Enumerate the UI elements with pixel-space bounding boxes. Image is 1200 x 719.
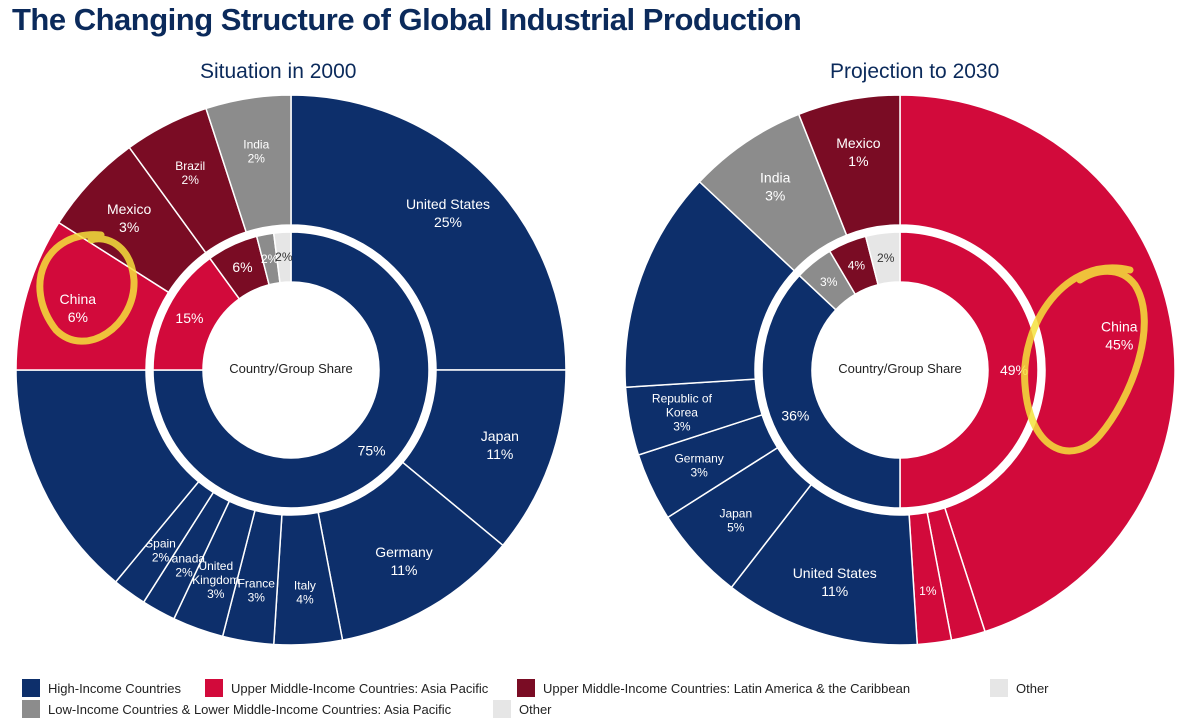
outer-label-china-name: China [1101,318,1138,334]
outer-slice-china [899,94,1176,633]
legend-swatch [22,700,40,718]
outer-label-ump-ap-value: 1% [919,584,937,598]
outer-label-spain-value: 2% [152,551,170,565]
legend-item-ump-asia-pacific: Upper Middle-Income Countries: Asia Paci… [205,679,488,697]
inner-label-other-value: 2% [877,251,895,265]
outer-label-republic-of-korea-value: 3% [673,420,691,434]
outer-label-brazil-value: 2% [182,173,200,187]
inner-label-low-value: 3% [820,275,838,289]
outer-label-france-value: 3% [248,590,266,604]
inner-label-other-value: 2% [275,250,293,264]
legend-swatch [990,679,1008,697]
outer-label-china-value: 6% [68,309,88,325]
outer-label-japan-value: 5% [727,520,745,534]
legend-swatch [493,700,511,718]
outer-label-brazil-name: Brazil [175,159,205,173]
outer-slice-mexico [797,94,901,237]
center-label: Country/Group Share [229,361,353,376]
outer-label-germany-name: Germany [375,544,433,560]
outer-label-japan-value: 11% [486,446,513,462]
legend-item-other-2: Other [493,700,552,718]
legend-item-other: Other [990,679,1049,697]
outer-label-united-states-name: United States [406,196,490,212]
outer-label-china-name: China [60,291,97,307]
outer-label-germany-name: Germany [674,452,723,466]
donut-hole [204,283,378,457]
inner-label-high-value: 75% [358,443,386,459]
outer-label-germany-value: 3% [690,466,708,480]
outer-label-france-name: France [238,576,276,590]
outer-label-republic-of-korea-name: Republic of [652,392,713,406]
inner-slice-group-other [272,231,292,284]
legend-item-high-income: High-Income Countries [22,679,181,697]
center-label: Country/Group Share [838,361,962,376]
outer-slice-group-high [624,180,796,389]
outer-label-united-states-value: 11% [821,583,848,599]
donut-hole [813,283,987,457]
legend-item-ump-latin-america: Upper Middle-Income Countries: Latin Ame… [517,679,910,697]
outer-label-italy-name: Italy [294,579,316,593]
panel-title-2000: Situation in 2000 [200,60,357,83]
outer-label-italy-value: 4% [296,593,314,607]
outer-label-japan-name: Japan [719,506,752,520]
inner-slice-group-high [761,274,901,509]
legend: High-Income Countries Upper Middle-Incom… [0,672,1200,719]
panel-title-2030: Projection to 2030 [830,60,1000,83]
outer-slice-group-high [15,369,200,583]
legend-label: Other [1016,680,1049,696]
outer-label-japan-name: Japan [481,428,519,444]
outer-slice-united-states [290,94,567,371]
outer-label-mexico-value: 3% [119,219,139,235]
inner-label-ump-ap-value: 49% [1000,362,1028,378]
outer-label-united-states-value: 25% [434,214,462,230]
legend-label: Other [519,701,552,717]
legend-label: High-Income Countries [48,680,181,696]
outer-label-united-states-name: United States [793,565,877,581]
inner-slice-group-ump-ap [899,231,1039,509]
outer-slice-india [205,94,292,234]
donut-chart-2000: United States 25% Japan 11% Germany 11% Italy4… [15,94,567,646]
highlight-circle-china-2000 [36,231,138,345]
inner-slice-group-high [152,231,430,509]
legend-label: Upper Middle-Income Countries: Latin Ame… [543,680,911,696]
highlight-circle-china-2030 [1021,264,1148,455]
outer-label-republic-of-korea-name: Korea [666,406,698,420]
outer-label-mexico-value: 1% [848,153,868,169]
inner-label-ump-lac-value: 4% [848,259,866,273]
outer-label-canada-value: 2% [175,566,193,580]
outer-label-india-value: 2% [248,152,266,166]
outer-label-germany-value: 11% [391,562,418,578]
outer-label-united-kingdom-value: 3% [207,587,225,601]
legend-label: Upper Middle-Income Countries: Asia Paci… [231,680,489,696]
inner-label-high-value: 36% [781,407,809,423]
outer-label-spain-name: Spain [145,537,176,551]
chart-title: The Changing Structure of Global Industr… [12,2,802,37]
outer-label-mexico-name: Mexico [107,201,152,217]
legend-swatch [517,679,535,697]
legend-label: Low-Income Countries & Lower Middle-Inco… [48,701,452,717]
legend-item-low-income: Low-Income Countries & Lower Middle-Inco… [22,700,451,718]
inner-slice-group-other [864,231,901,286]
outer-label-united-kingdom-name: United [198,559,233,573]
inner-label-ump-ap-value: 15% [175,310,203,326]
inner-label-low-value: 2% [261,252,279,266]
outer-label-china-value: 45% [1105,336,1133,352]
legend-swatch [205,679,223,697]
outer-label-india-value: 3% [765,187,785,203]
outer-label-mexico-name: Mexico [836,135,881,151]
outer-label-india-name: India [243,138,269,152]
outer-label-united-kingdom-name: Kingdom [192,573,239,587]
inner-label-ump-lac-value: 6% [232,259,252,275]
legend-swatch [22,679,40,697]
outer-label-india-name: India [760,169,791,185]
